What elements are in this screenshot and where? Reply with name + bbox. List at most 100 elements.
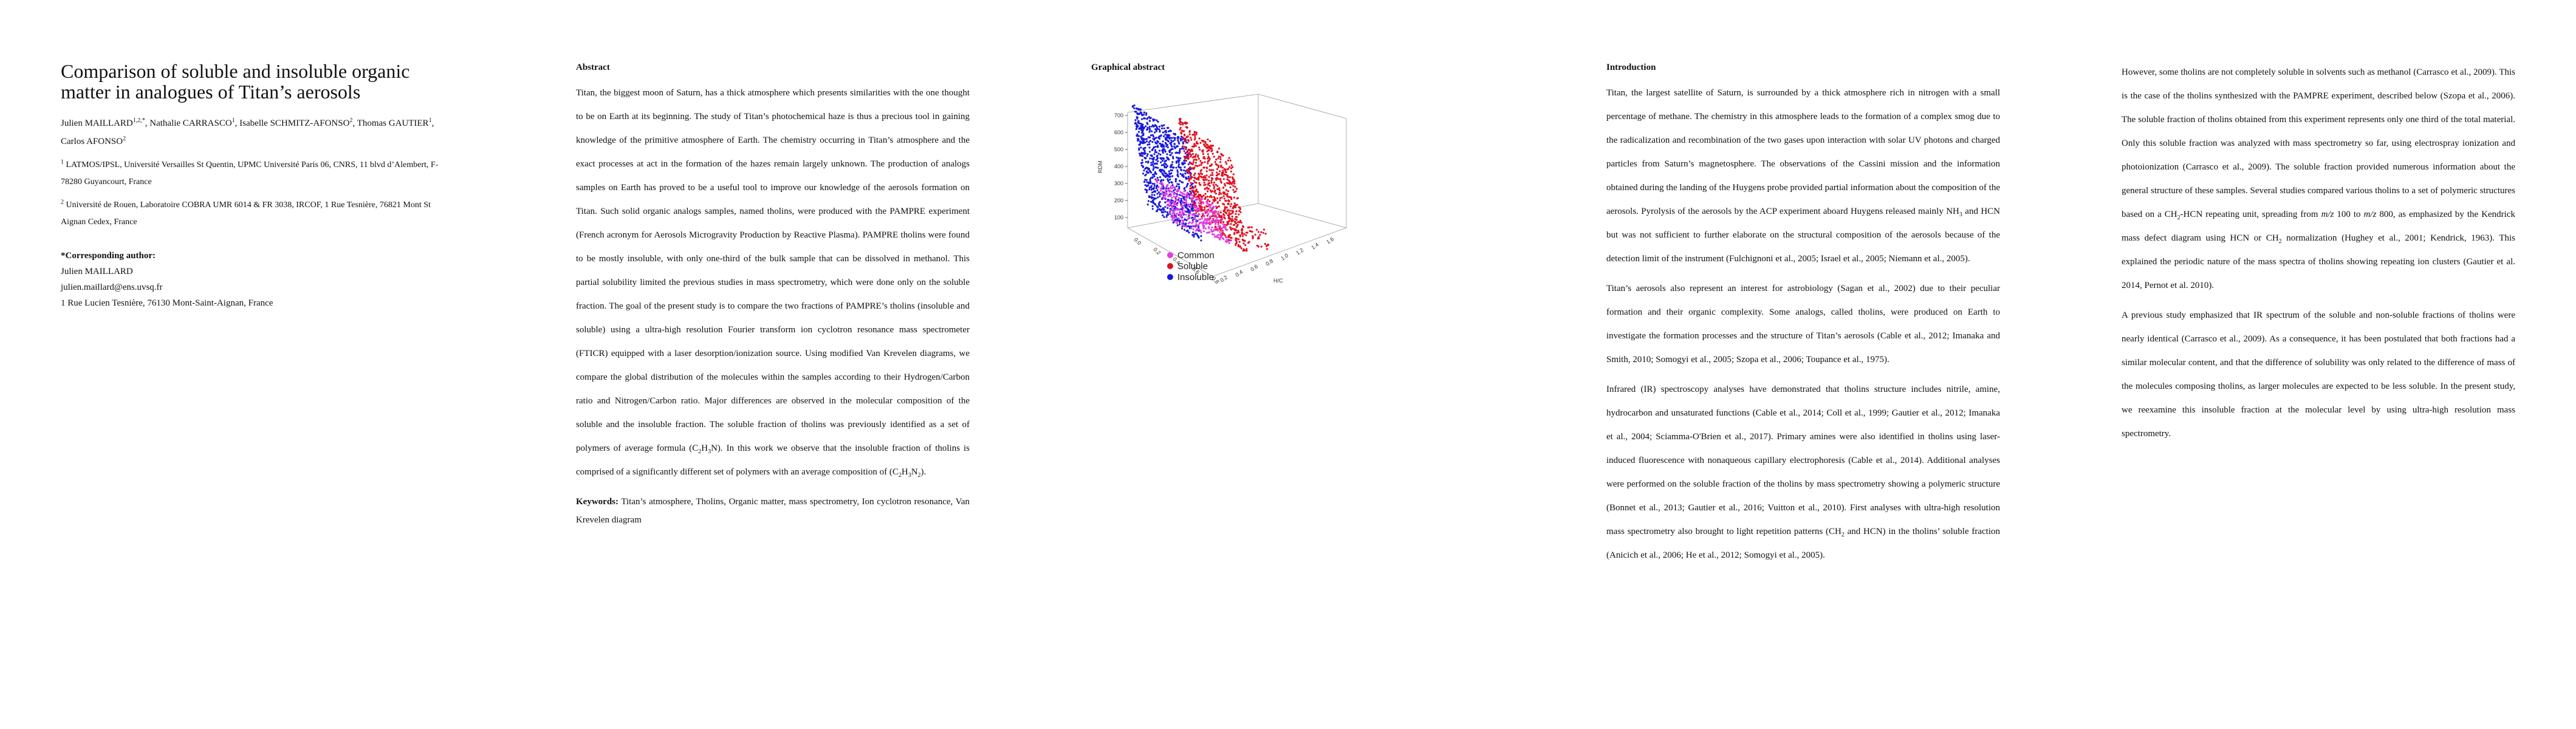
scatter-point — [1156, 184, 1159, 187]
corresponding-heading: *Corresponding author: — [61, 251, 156, 261]
page-title-page: Comparison of soluble and insoluble orga… — [0, 0, 515, 729]
scatter-point — [1146, 166, 1149, 169]
scatter-point — [1223, 233, 1225, 235]
scatter-point — [1140, 164, 1143, 166]
scatter-point — [1238, 231, 1240, 233]
scatter-point — [1174, 192, 1176, 194]
scatter-point — [1208, 188, 1210, 190]
scatter-point — [1161, 143, 1163, 146]
corresponding-email[interactable]: julien.maillard@ens.uvsq.fr — [61, 282, 163, 292]
scatter-point — [1211, 211, 1214, 214]
scatter-point — [1230, 239, 1232, 242]
scatter-point — [1207, 156, 1210, 158]
scatter-point — [1226, 210, 1229, 212]
scatter-point — [1213, 200, 1216, 202]
scatter-point — [1259, 234, 1261, 236]
scatter-point — [1192, 228, 1194, 231]
scatter-point — [1205, 166, 1208, 169]
scatter-point — [1185, 185, 1188, 188]
scatter-point — [1176, 222, 1178, 224]
scatter-point — [1200, 169, 1203, 171]
scatter-point — [1196, 141, 1198, 143]
scatter-point — [1266, 248, 1269, 250]
scatter-point — [1202, 151, 1204, 153]
scatter-point — [1210, 169, 1213, 171]
scatter-point — [1202, 201, 1204, 204]
scatter-point — [1194, 196, 1197, 199]
scatter-point — [1173, 204, 1175, 207]
scatter-point — [1222, 210, 1225, 213]
scatter-point — [1188, 221, 1191, 224]
scatter-point — [1171, 169, 1174, 171]
scatter-point — [1227, 179, 1230, 182]
scatter-point — [1191, 234, 1194, 236]
scatter-point — [1158, 204, 1160, 206]
author-2: Nathalie CARRASCO — [149, 118, 232, 128]
scatter-point — [1162, 157, 1165, 159]
scatter-point — [1156, 163, 1159, 165]
scatter-point — [1179, 221, 1181, 224]
scatter-point — [1156, 127, 1159, 129]
scatter-point — [1163, 127, 1165, 129]
scatter-point — [1163, 149, 1166, 151]
scatter-point — [1177, 165, 1180, 168]
scatter-point — [1157, 120, 1159, 123]
scatter-point — [1145, 138, 1148, 140]
scatter-point — [1175, 178, 1177, 180]
scatter-point — [1179, 211, 1182, 214]
scatter-point — [1206, 217, 1208, 220]
scatter-point — [1213, 230, 1215, 232]
scatter-point — [1198, 182, 1201, 184]
scatter-point — [1144, 146, 1146, 149]
scatter-point — [1224, 234, 1227, 237]
scatter-point — [1198, 164, 1201, 166]
scatter-point — [1163, 166, 1166, 169]
scatter-point — [1219, 197, 1221, 199]
scatter-point — [1139, 113, 1141, 115]
scatter-point — [1179, 126, 1182, 129]
scatter-point — [1151, 182, 1154, 185]
scatter-point — [1139, 140, 1142, 143]
scatter-point — [1163, 124, 1165, 126]
scatter-point — [1194, 173, 1196, 175]
scatter-point — [1187, 176, 1190, 178]
scatter-point — [1149, 157, 1151, 160]
scatter-point — [1170, 130, 1172, 132]
scatter-point — [1204, 208, 1206, 211]
scatter-point — [1193, 191, 1196, 193]
x-tick-label: 1.6 — [1325, 236, 1335, 245]
scatter-point — [1162, 160, 1164, 162]
scatter-point — [1192, 231, 1194, 234]
scatter-point — [1219, 229, 1222, 231]
scatter-point — [1179, 157, 1182, 160]
scatter-point — [1194, 135, 1196, 137]
scatter-point — [1145, 170, 1148, 173]
scatter-point — [1224, 211, 1227, 214]
scatter-point — [1229, 196, 1232, 199]
scatter-point — [1154, 151, 1156, 153]
scatter-point — [1219, 225, 1222, 228]
scatter-point — [1173, 190, 1175, 192]
x-axis-label: H/C — [1273, 278, 1283, 284]
scatter-point — [1203, 230, 1205, 233]
scatter-point — [1153, 194, 1156, 196]
z-tick-label: 0.0 — [1133, 236, 1143, 246]
scatter-point — [1187, 217, 1190, 220]
scatter-point — [1159, 149, 1161, 152]
scatter-point — [1194, 202, 1197, 204]
scatter-point — [1160, 193, 1163, 196]
scatter-point — [1183, 160, 1185, 162]
scatter-point — [1180, 148, 1183, 150]
scatter-point — [1182, 163, 1184, 166]
scatter-point — [1173, 196, 1175, 198]
scatter-point — [1137, 138, 1139, 140]
scatter-point — [1207, 162, 1209, 165]
scatter-point — [1230, 164, 1233, 166]
scatter-point — [1166, 126, 1169, 129]
scatter-point — [1178, 194, 1180, 196]
scatter-point — [1224, 207, 1226, 210]
scatter-point — [1222, 195, 1225, 197]
scatter-point — [1146, 128, 1149, 131]
scatter-point — [1192, 196, 1194, 199]
scatter-point — [1164, 194, 1166, 197]
